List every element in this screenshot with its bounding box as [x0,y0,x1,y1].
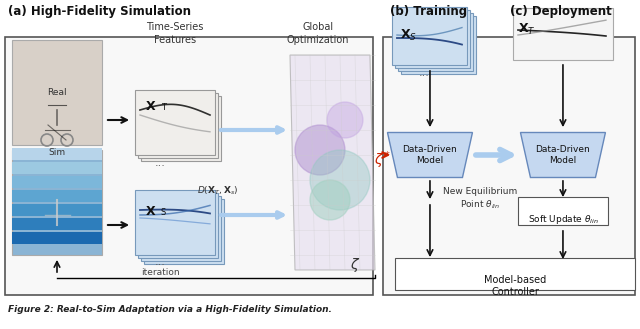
FancyBboxPatch shape [513,8,613,60]
Text: ...: ... [419,68,429,78]
FancyBboxPatch shape [135,90,215,155]
Text: Global
Optimization: Global Optimization [287,22,349,45]
FancyBboxPatch shape [138,93,218,158]
Text: $\zeta^*$: $\zeta^*$ [374,149,392,171]
FancyBboxPatch shape [395,10,470,68]
Text: Data-Driven
Model: Data-Driven Model [403,145,458,165]
Text: $\mathbf{X}$: $\mathbf{X}$ [145,100,156,113]
Text: Model-based
Controller: Model-based Controller [484,275,546,297]
FancyBboxPatch shape [138,193,218,258]
FancyBboxPatch shape [12,204,102,216]
Text: Sim: Sim [49,148,65,157]
FancyBboxPatch shape [12,176,102,188]
Text: Data-Driven
Model: Data-Driven Model [536,145,590,165]
FancyBboxPatch shape [12,162,102,174]
Text: ...: ... [154,257,165,267]
Text: (c) Deployment: (c) Deployment [510,5,612,18]
Text: $\mathbf{X}$: $\mathbf{X}$ [145,205,156,218]
FancyBboxPatch shape [383,37,635,295]
FancyBboxPatch shape [135,190,215,255]
Text: (b) Training: (b) Training [390,5,467,18]
FancyBboxPatch shape [12,148,102,160]
FancyBboxPatch shape [395,258,635,290]
FancyBboxPatch shape [141,96,221,161]
Text: $\mathbf{X}_T$: $\mathbf{X}_T$ [518,22,536,37]
FancyBboxPatch shape [144,199,224,264]
FancyBboxPatch shape [12,232,102,244]
Text: $\zeta$: $\zeta$ [350,256,360,274]
FancyBboxPatch shape [398,13,473,71]
Text: ...: ... [154,158,165,168]
Circle shape [310,150,370,210]
Text: New Equilibrium
Point $\theta_{lin}$: New Equilibrium Point $\theta_{lin}$ [443,187,517,211]
FancyBboxPatch shape [12,190,102,202]
Text: S: S [161,208,166,217]
FancyBboxPatch shape [392,7,467,65]
FancyBboxPatch shape [401,16,476,74]
Text: Time-Series
Features: Time-Series Features [147,22,204,45]
FancyBboxPatch shape [518,197,608,225]
Circle shape [327,102,363,138]
Polygon shape [520,133,605,178]
FancyBboxPatch shape [5,37,373,295]
Polygon shape [290,55,375,270]
FancyBboxPatch shape [12,218,102,230]
Circle shape [295,125,345,175]
Text: Soft Update $\theta_{lin}$: Soft Update $\theta_{lin}$ [527,213,598,226]
Circle shape [310,180,350,220]
Text: (a) High-Fidelity Simulation: (a) High-Fidelity Simulation [8,5,191,18]
Text: $\mathbf{X}_S$: $\mathbf{X}_S$ [400,28,417,43]
Polygon shape [387,133,472,178]
FancyBboxPatch shape [141,196,221,261]
Text: T: T [161,103,166,112]
Text: iteration: iteration [141,268,179,277]
FancyBboxPatch shape [12,40,102,145]
FancyBboxPatch shape [12,150,102,255]
Text: Figure 2: Real-to-Sim Adaptation via a High-Fidelity Simulation.: Figure 2: Real-to-Sim Adaptation via a H… [8,305,332,314]
Text: Real: Real [47,88,67,97]
Text: $D(\mathbf{X}_T, \mathbf{X}_s)$: $D(\mathbf{X}_T, \mathbf{X}_s)$ [197,185,239,197]
